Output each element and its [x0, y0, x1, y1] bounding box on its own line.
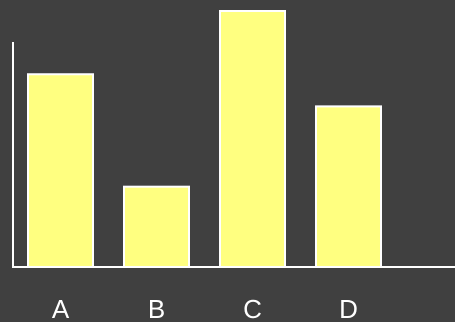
bar-c — [219, 10, 286, 268]
bar-group — [27, 10, 382, 269]
x-tick-label-d: D — [339, 294, 358, 322]
bar-b — [123, 185, 190, 269]
x-tick-labels: A B C D — [52, 294, 358, 322]
bar-d — [315, 105, 382, 269]
x-tick-label-c: C — [243, 294, 262, 322]
x-tick-label-b: B — [148, 294, 165, 322]
x-tick-label-a: A — [52, 294, 70, 322]
bar-a — [27, 73, 94, 268]
